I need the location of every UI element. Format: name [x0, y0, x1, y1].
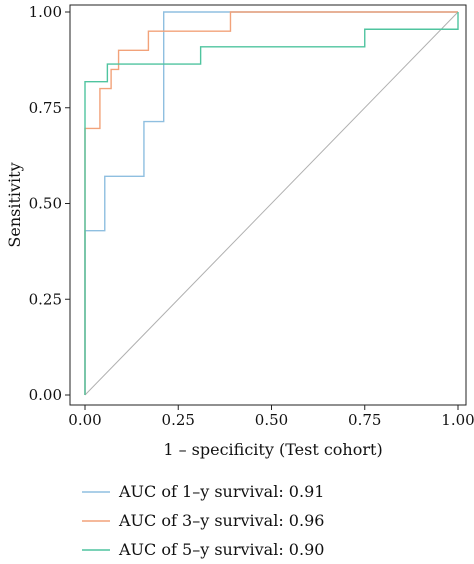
y-tick-label: 0.00: [29, 386, 62, 404]
legend-label-1: AUC of 1–y survival: 0.91: [118, 482, 324, 501]
y-tick-label: 0.50: [29, 195, 62, 213]
series-line-3: [84, 12, 459, 395]
x-axis-label: 1 – specificity (Test cohort): [163, 440, 382, 459]
y-axis-label: Sensitivity: [5, 162, 24, 247]
legend-label-3: AUC of 5–y survival: 0.90: [118, 540, 324, 559]
x-tick-label: 1.00: [441, 411, 474, 429]
y-tick-label: 0.25: [29, 290, 62, 308]
series-line-1: [84, 11, 458, 395]
x-tick-label: 0.50: [255, 411, 288, 429]
legend-label-2: AUC of 3–y survival: 0.96: [118, 511, 324, 530]
y-tick-label: 1.00: [29, 3, 62, 21]
x-axis: 0.00 0.25 0.50 0.75 1.00: [68, 405, 474, 429]
plot-frame: [69, 4, 467, 406]
legend: AUC of 1–y survival: 0.91 AUC of 3–y surv…: [82, 482, 324, 559]
x-tick-label: 0.75: [348, 411, 381, 429]
x-tick-label: 0.25: [162, 411, 195, 429]
y-tick-label: 0.75: [29, 99, 62, 117]
x-tick-label: 0.00: [68, 411, 101, 429]
y-axis: 0.00 0.25 0.50 0.75 1.00: [29, 3, 70, 404]
series-group: [84, 11, 459, 395]
reference-diagonal: [84, 11, 459, 396]
reference-diagonal-group: [84, 11, 459, 396]
series-line-2: [84, 11, 458, 395]
